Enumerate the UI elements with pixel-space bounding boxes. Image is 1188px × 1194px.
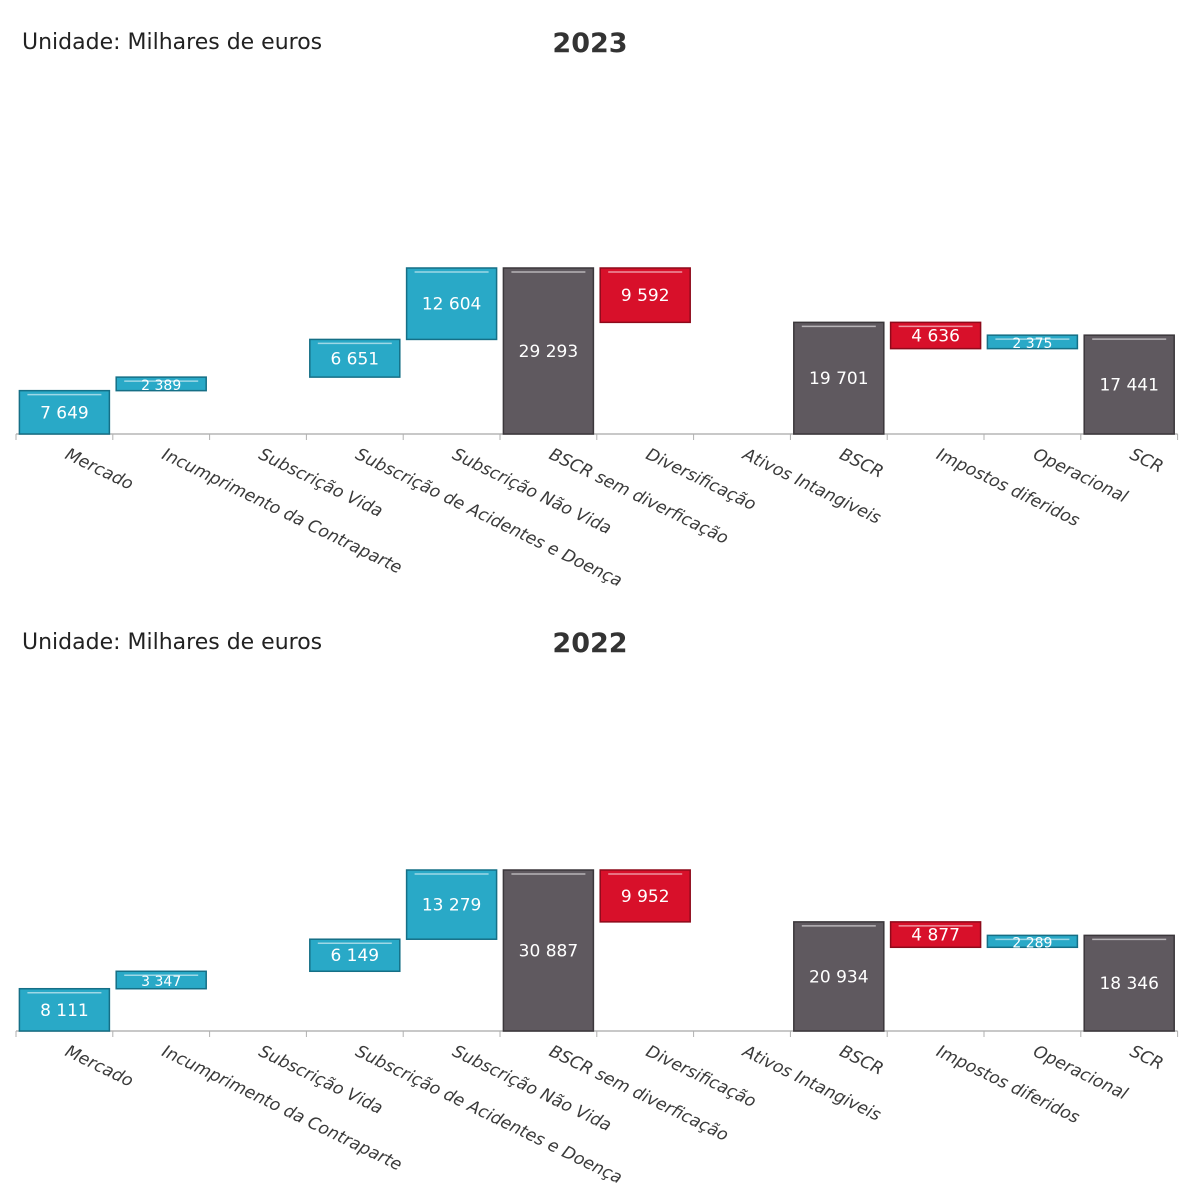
- bar-scr: 18 346: [1083, 934, 1175, 1032]
- bar-operacional: 2 289: [986, 934, 1079, 951]
- unit-label: Unidade: Milhares de euros: [22, 630, 323, 655]
- data-label: 4 877: [911, 926, 960, 946]
- bar-mercado: 8 111: [18, 987, 111, 1032]
- bar-operacional: 2 375: [986, 334, 1079, 352]
- data-label: 2 389: [141, 378, 181, 394]
- x-tick-label: BSCR: [836, 1042, 886, 1080]
- bar-rect: [18, 389, 111, 435]
- bar-subscricao-nao-vida: 12 604: [405, 267, 498, 341]
- data-label: 30 887: [519, 942, 578, 962]
- bar-bscr-sem-diverficacao: 29 293: [502, 267, 595, 435]
- data-label: 19 701: [809, 369, 868, 389]
- data-label: 29 293: [519, 342, 578, 362]
- data-label: 7 649: [40, 403, 89, 423]
- bar-rect: [986, 934, 1079, 949]
- bar-rect: [793, 921, 885, 1032]
- data-label: 20 934: [809, 967, 868, 987]
- bar-diversificacao: 9 592: [599, 267, 691, 324]
- bar-bscr-sem-diverficacao: 30 887: [502, 869, 595, 1032]
- chart-title: 2023: [552, 28, 628, 59]
- data-label: 3 347: [141, 974, 181, 990]
- x-tick-label: Mercado: [62, 1042, 136, 1092]
- x-tick-label: BSCR sem diverficação: [546, 445, 732, 549]
- x-tick-label: SCR: [1127, 445, 1167, 478]
- bar-diversificacao: 9 952: [599, 869, 691, 923]
- chart-panel-2022: Unidade: Milhares de euros 2022 8 111 Mer…: [0, 600, 1188, 1194]
- bar-rect: [309, 338, 401, 378]
- x-tick-label: Mercado: [62, 445, 136, 495]
- bar-rect: [599, 869, 691, 923]
- bar-subscricao-de-acidentes-e-doenca: 6 651: [309, 338, 401, 378]
- bar-subscricao-nao-vida: 13 279: [405, 869, 498, 940]
- bar-rect: [599, 267, 691, 324]
- bar-subscricao-de-acidentes-e-doenca: 6 149: [309, 938, 401, 973]
- bar-scr: 17 441: [1083, 334, 1175, 435]
- x-tick-label: Subscrição Não Vida: [449, 1042, 614, 1136]
- bar-impostos-diferidos: 4 877: [889, 921, 982, 949]
- bar-bscr: 20 934: [793, 921, 885, 1032]
- data-label: 9 592: [621, 286, 670, 306]
- data-label: 13 279: [422, 896, 481, 916]
- bar-rect: [18, 987, 111, 1032]
- data-label: 18 346: [1099, 974, 1158, 994]
- bar-rect: [405, 869, 498, 940]
- data-label: 8 111: [40, 1001, 89, 1021]
- data-label: 6 651: [330, 349, 379, 369]
- bar-rect: [1083, 334, 1175, 435]
- x-tick-label: Subscrição Não Vida: [449, 445, 614, 539]
- bar-rect: [502, 869, 595, 1032]
- data-label: 2 289: [1012, 935, 1052, 951]
- bar-rect: [502, 267, 595, 435]
- data-label: 6 149: [330, 946, 379, 966]
- bar-mercado: 7 649: [18, 389, 111, 435]
- bar-rect: [1083, 934, 1175, 1032]
- x-tick-label: BSCR: [836, 445, 886, 483]
- chart-panel-2023: Unidade: Milhares de euros 2023 7 649 Mer…: [0, 0, 1188, 594]
- bar-bscr: 19 701: [793, 321, 885, 435]
- bar-rect: [793, 321, 885, 435]
- data-label: 9 952: [621, 887, 670, 907]
- bar-rect: [309, 938, 401, 973]
- bar-impostos-diferidos: 4 636: [889, 321, 982, 350]
- bar-rect: [405, 267, 498, 341]
- data-label: 4 636: [911, 326, 960, 346]
- x-tick-label: SCR: [1127, 1042, 1167, 1075]
- unit-label: Unidade: Milhares de euros: [22, 30, 323, 55]
- bar-incumprimento-da-contraparte: 3 347: [115, 970, 207, 990]
- data-label: 12 604: [422, 295, 481, 315]
- x-tick-label: BSCR sem diverficação: [546, 1042, 732, 1146]
- data-label: 2 375: [1012, 336, 1052, 352]
- bar-incumprimento-da-contraparte: 2 389: [115, 376, 207, 394]
- chart-title: 2022: [552, 628, 628, 659]
- data-label: 17 441: [1099, 376, 1158, 396]
